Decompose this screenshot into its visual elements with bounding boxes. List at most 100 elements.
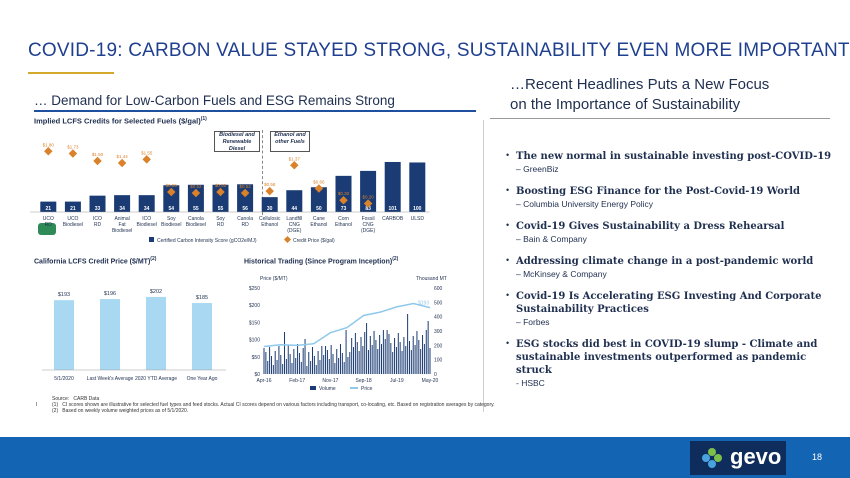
- price-category-label: Last Week's Average: [87, 376, 134, 382]
- right-subtitle-rule: [490, 118, 830, 119]
- ci-score-bar: [64, 201, 81, 212]
- left-axis-label: Price ($/MT): [260, 276, 288, 282]
- credit-price-label: $1.44: [116, 154, 128, 159]
- headline-source: – GreenBiz: [516, 164, 559, 174]
- x-tick-label: Nov-17: [322, 378, 338, 384]
- price-category-label: 5/1/2020: [54, 376, 74, 382]
- price-line: [263, 302, 431, 348]
- list-item: • Boosting ESG Finance for the Post-Covid…: [506, 185, 834, 210]
- price-bar-label: $196: [104, 291, 116, 297]
- ci-score-bar: [409, 162, 426, 212]
- category-label-word: ICO: [93, 216, 102, 222]
- ci-score-bar: [335, 175, 352, 212]
- headline-list: • The new normal in sustainable investing…: [506, 150, 834, 399]
- ci-score-bar: [261, 197, 278, 212]
- historical-trading-chart: Price ($/MT) Thousand MT $0 $50 $100 $150 $200…: [249, 276, 447, 392]
- credit-price-marker: [290, 161, 299, 170]
- ci-score-label: 34: [144, 206, 150, 212]
- list-item: • Covid-19 Gives Sustainability a Dress R…: [506, 220, 834, 245]
- ci-score-label: 34: [119, 206, 125, 212]
- bullet-icon: •: [506, 150, 510, 160]
- headline-text: Covid-19 Gives Sustainability a Dress Re…: [516, 221, 785, 232]
- footnote-source: Source: CARB Data: [52, 396, 495, 402]
- headline-source: – Forbes: [516, 317, 550, 327]
- headline-text: Boosting ESG Finance for the Post-Covid-…: [516, 186, 800, 197]
- historical-chart-title-sup: (2): [392, 256, 399, 262]
- price-category-label: One Year Ago: [187, 376, 218, 382]
- x-tick-label: Feb-17: [289, 378, 305, 384]
- footnote-2: (2) Based on weekly volume weighted pric…: [52, 408, 495, 414]
- group-separator: [262, 130, 263, 215]
- category-label-word: Biodiesel: [137, 222, 157, 228]
- left-tick-label: $0: [254, 372, 260, 378]
- headline-source: – McKinsey & Company: [516, 269, 607, 279]
- price-bar: [192, 303, 212, 370]
- historical-chart-title: Historical Trading (Since Program Incept…: [244, 256, 398, 265]
- credit-price-marker: [240, 188, 250, 198]
- gevo-leaf-icon: [702, 448, 722, 468]
- bullet-icon: •: [506, 290, 510, 300]
- credit-price-marker: [93, 156, 102, 166]
- price-bar-label: $202: [150, 289, 162, 295]
- uco-rd-logo: [38, 223, 56, 235]
- ca-price-chart-title-text: California LCFS Credit Price ($/MT): [34, 258, 151, 266]
- credit-price-label: $1.37: [289, 156, 301, 161]
- category-label-word: RD: [94, 222, 102, 228]
- bullet-icon: •: [506, 255, 510, 265]
- right-tick-label: 400: [434, 315, 443, 321]
- credit-price-marker: [265, 186, 274, 196]
- ci-score-label: 21: [46, 206, 52, 212]
- category-label-word: Corn: [338, 216, 349, 222]
- bullet-icon: •: [506, 220, 510, 230]
- ci-score-bar: [310, 187, 327, 212]
- ca-price-chart-title: California LCFS Credit Price ($/MT)(2): [34, 256, 156, 265]
- ci-score-label: 101: [389, 206, 398, 212]
- credit-price-label: $1.73: [67, 145, 79, 150]
- gevo-logo-text: gevo: [730, 444, 782, 469]
- credit-price-marker: [191, 188, 201, 198]
- list-item: • Addressing climate change in a post-pan…: [506, 255, 834, 280]
- title-underline: [28, 72, 114, 74]
- category-label-word: ULSD: [411, 216, 425, 222]
- price-bar: [146, 296, 166, 370]
- x-tick-label: Apr-16: [256, 378, 271, 384]
- category-label-word: CNG: [289, 222, 300, 228]
- ci-score-bar: [237, 184, 254, 212]
- category-label-word: UCO: [43, 216, 54, 222]
- lcfs-chart-title-text: Implied LCFS Credits for Selected Fuels …: [34, 116, 201, 126]
- right-tick-label: 300: [434, 329, 443, 335]
- right-tick-label: 600: [434, 286, 443, 292]
- ci-score-label: 83: [365, 206, 371, 212]
- ci-score-label: 55: [218, 206, 224, 212]
- category-label-word: RD: [45, 222, 53, 228]
- list-item: • The new normal in sustainable investing…: [506, 150, 834, 175]
- page-title: COVID-19: CARBON VALUE STAYED STRONG, SU…: [28, 40, 850, 61]
- x-tick-label: Sep-18: [356, 378, 372, 384]
- category-label-word: UCO: [67, 216, 78, 222]
- credit-price-marker: [142, 155, 151, 164]
- price-annotation: $193: [418, 301, 429, 307]
- right-axis-label: Thousand MT: [416, 276, 447, 282]
- category-label-word: Ethanol: [310, 222, 327, 228]
- category-label-word: CARBOB: [382, 216, 404, 222]
- x-tick-label: May-20: [422, 378, 439, 384]
- credit-price-label: $0.20: [362, 194, 374, 199]
- category-label-word: Biodiesel: [112, 228, 132, 234]
- credit-price-label: $0.58: [264, 182, 276, 187]
- ci-score-bar: [384, 161, 401, 212]
- credit-price-label: $0.30: [338, 191, 350, 196]
- list-item: • ESG stocks did best in COVID-19 slump -…: [506, 338, 834, 389]
- left-tick-label: $200: [249, 303, 260, 309]
- footnote-source-text: CARB Data: [73, 396, 100, 402]
- price-bar-label: $185: [196, 295, 208, 301]
- headline-source: – Columbia University Energy Policy: [516, 199, 653, 209]
- ci-score-bar: [40, 201, 57, 212]
- bullet-icon: •: [506, 338, 510, 348]
- ci-score-label: 44: [292, 206, 298, 212]
- price-bar-label: $193: [58, 292, 70, 298]
- right-tick-label: 200: [434, 343, 443, 349]
- ci-score-bar: [114, 195, 131, 212]
- ci-score-label: 50: [316, 206, 322, 212]
- left-tick-label: $50: [252, 355, 261, 361]
- category-label-word: Biodiesel: [161, 222, 181, 228]
